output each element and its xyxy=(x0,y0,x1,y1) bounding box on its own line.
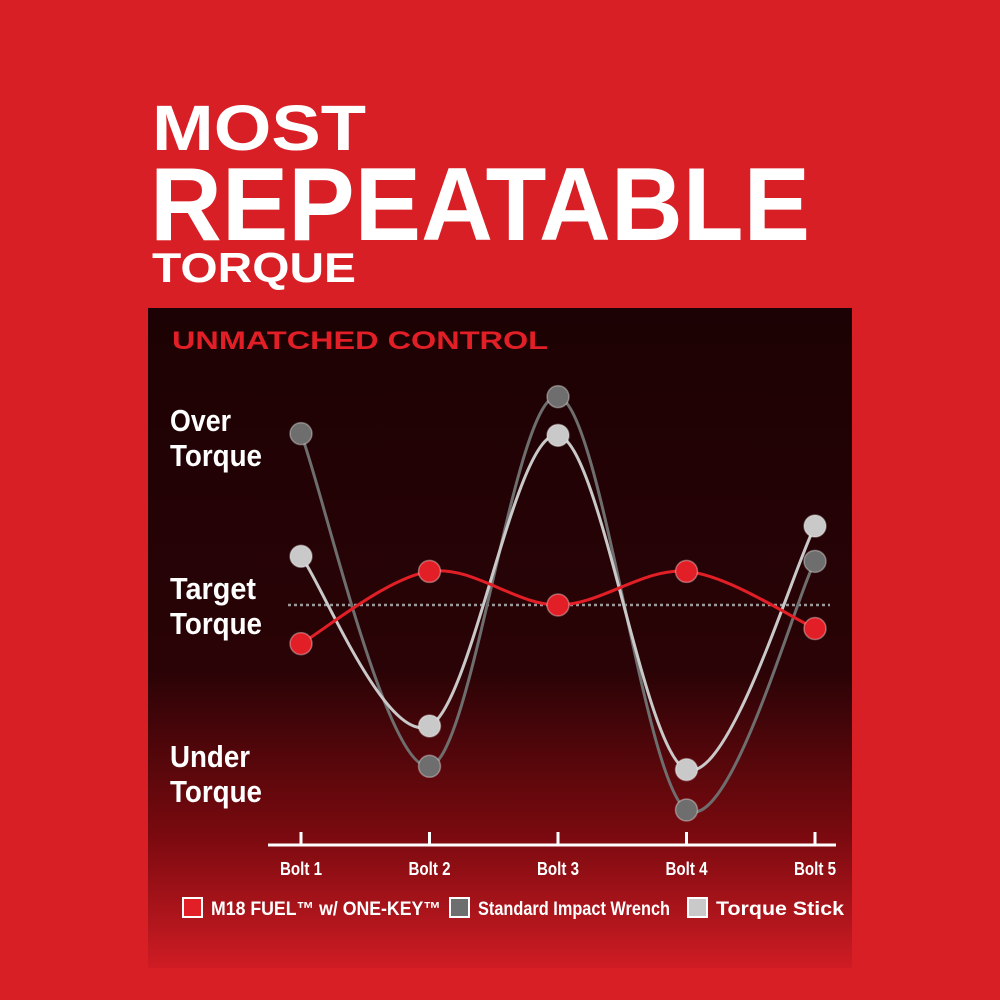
data-point-series0-bolt3 xyxy=(546,593,570,617)
y-level-label: Target xyxy=(170,571,256,606)
legend-swatch-0 xyxy=(182,897,203,918)
y-level-label: Torque xyxy=(170,606,262,641)
data-point-series2-bolt3 xyxy=(546,423,570,448)
x-tick-label: Bolt 5 xyxy=(794,859,836,879)
y-level-label: Torque xyxy=(170,438,262,473)
legend-label-0: M18 FUEL™ w/ ONE-KEY™ xyxy=(211,899,441,920)
x-tick-label: Bolt 4 xyxy=(666,859,708,879)
data-point-series0-bolt5 xyxy=(803,616,827,641)
data-point-series2-bolt4 xyxy=(674,757,699,782)
headline-most: MOST xyxy=(152,92,366,164)
chart-title: UNMATCHED CONTROL xyxy=(172,327,548,355)
data-point-series2-bolt2 xyxy=(417,714,442,738)
x-tick-label: Bolt 2 xyxy=(409,859,451,879)
data-point-series1-bolt5 xyxy=(803,549,827,574)
legend-swatch-2 xyxy=(687,897,708,918)
data-point-series1-bolt4 xyxy=(674,798,699,822)
y-level-label: Torque xyxy=(170,774,262,809)
data-point-series1-bolt1 xyxy=(289,421,313,446)
headline-repeatable: REPEATABLE xyxy=(150,147,810,263)
data-point-series2-bolt1 xyxy=(289,544,313,569)
data-point-series2-bolt5 xyxy=(803,514,827,538)
data-point-series0-bolt1 xyxy=(289,631,313,656)
data-point-series1-bolt3 xyxy=(546,384,570,409)
x-tick-label: Bolt 1 xyxy=(280,859,322,879)
x-tick-label: Bolt 3 xyxy=(537,859,579,879)
legend-swatch-1 xyxy=(449,897,470,918)
chart-panel xyxy=(148,308,852,968)
data-point-series0-bolt2 xyxy=(417,559,442,584)
legend-label-1: Standard Impact Wrench xyxy=(478,899,670,920)
y-level-label: Over xyxy=(170,403,231,438)
y-level-label: Under xyxy=(170,739,250,774)
data-point-series0-bolt4 xyxy=(674,559,699,584)
legend-label-2: Torque Stick xyxy=(716,899,844,920)
data-point-series1-bolt2 xyxy=(417,754,442,779)
headline-torque: TORQUE xyxy=(152,244,356,291)
